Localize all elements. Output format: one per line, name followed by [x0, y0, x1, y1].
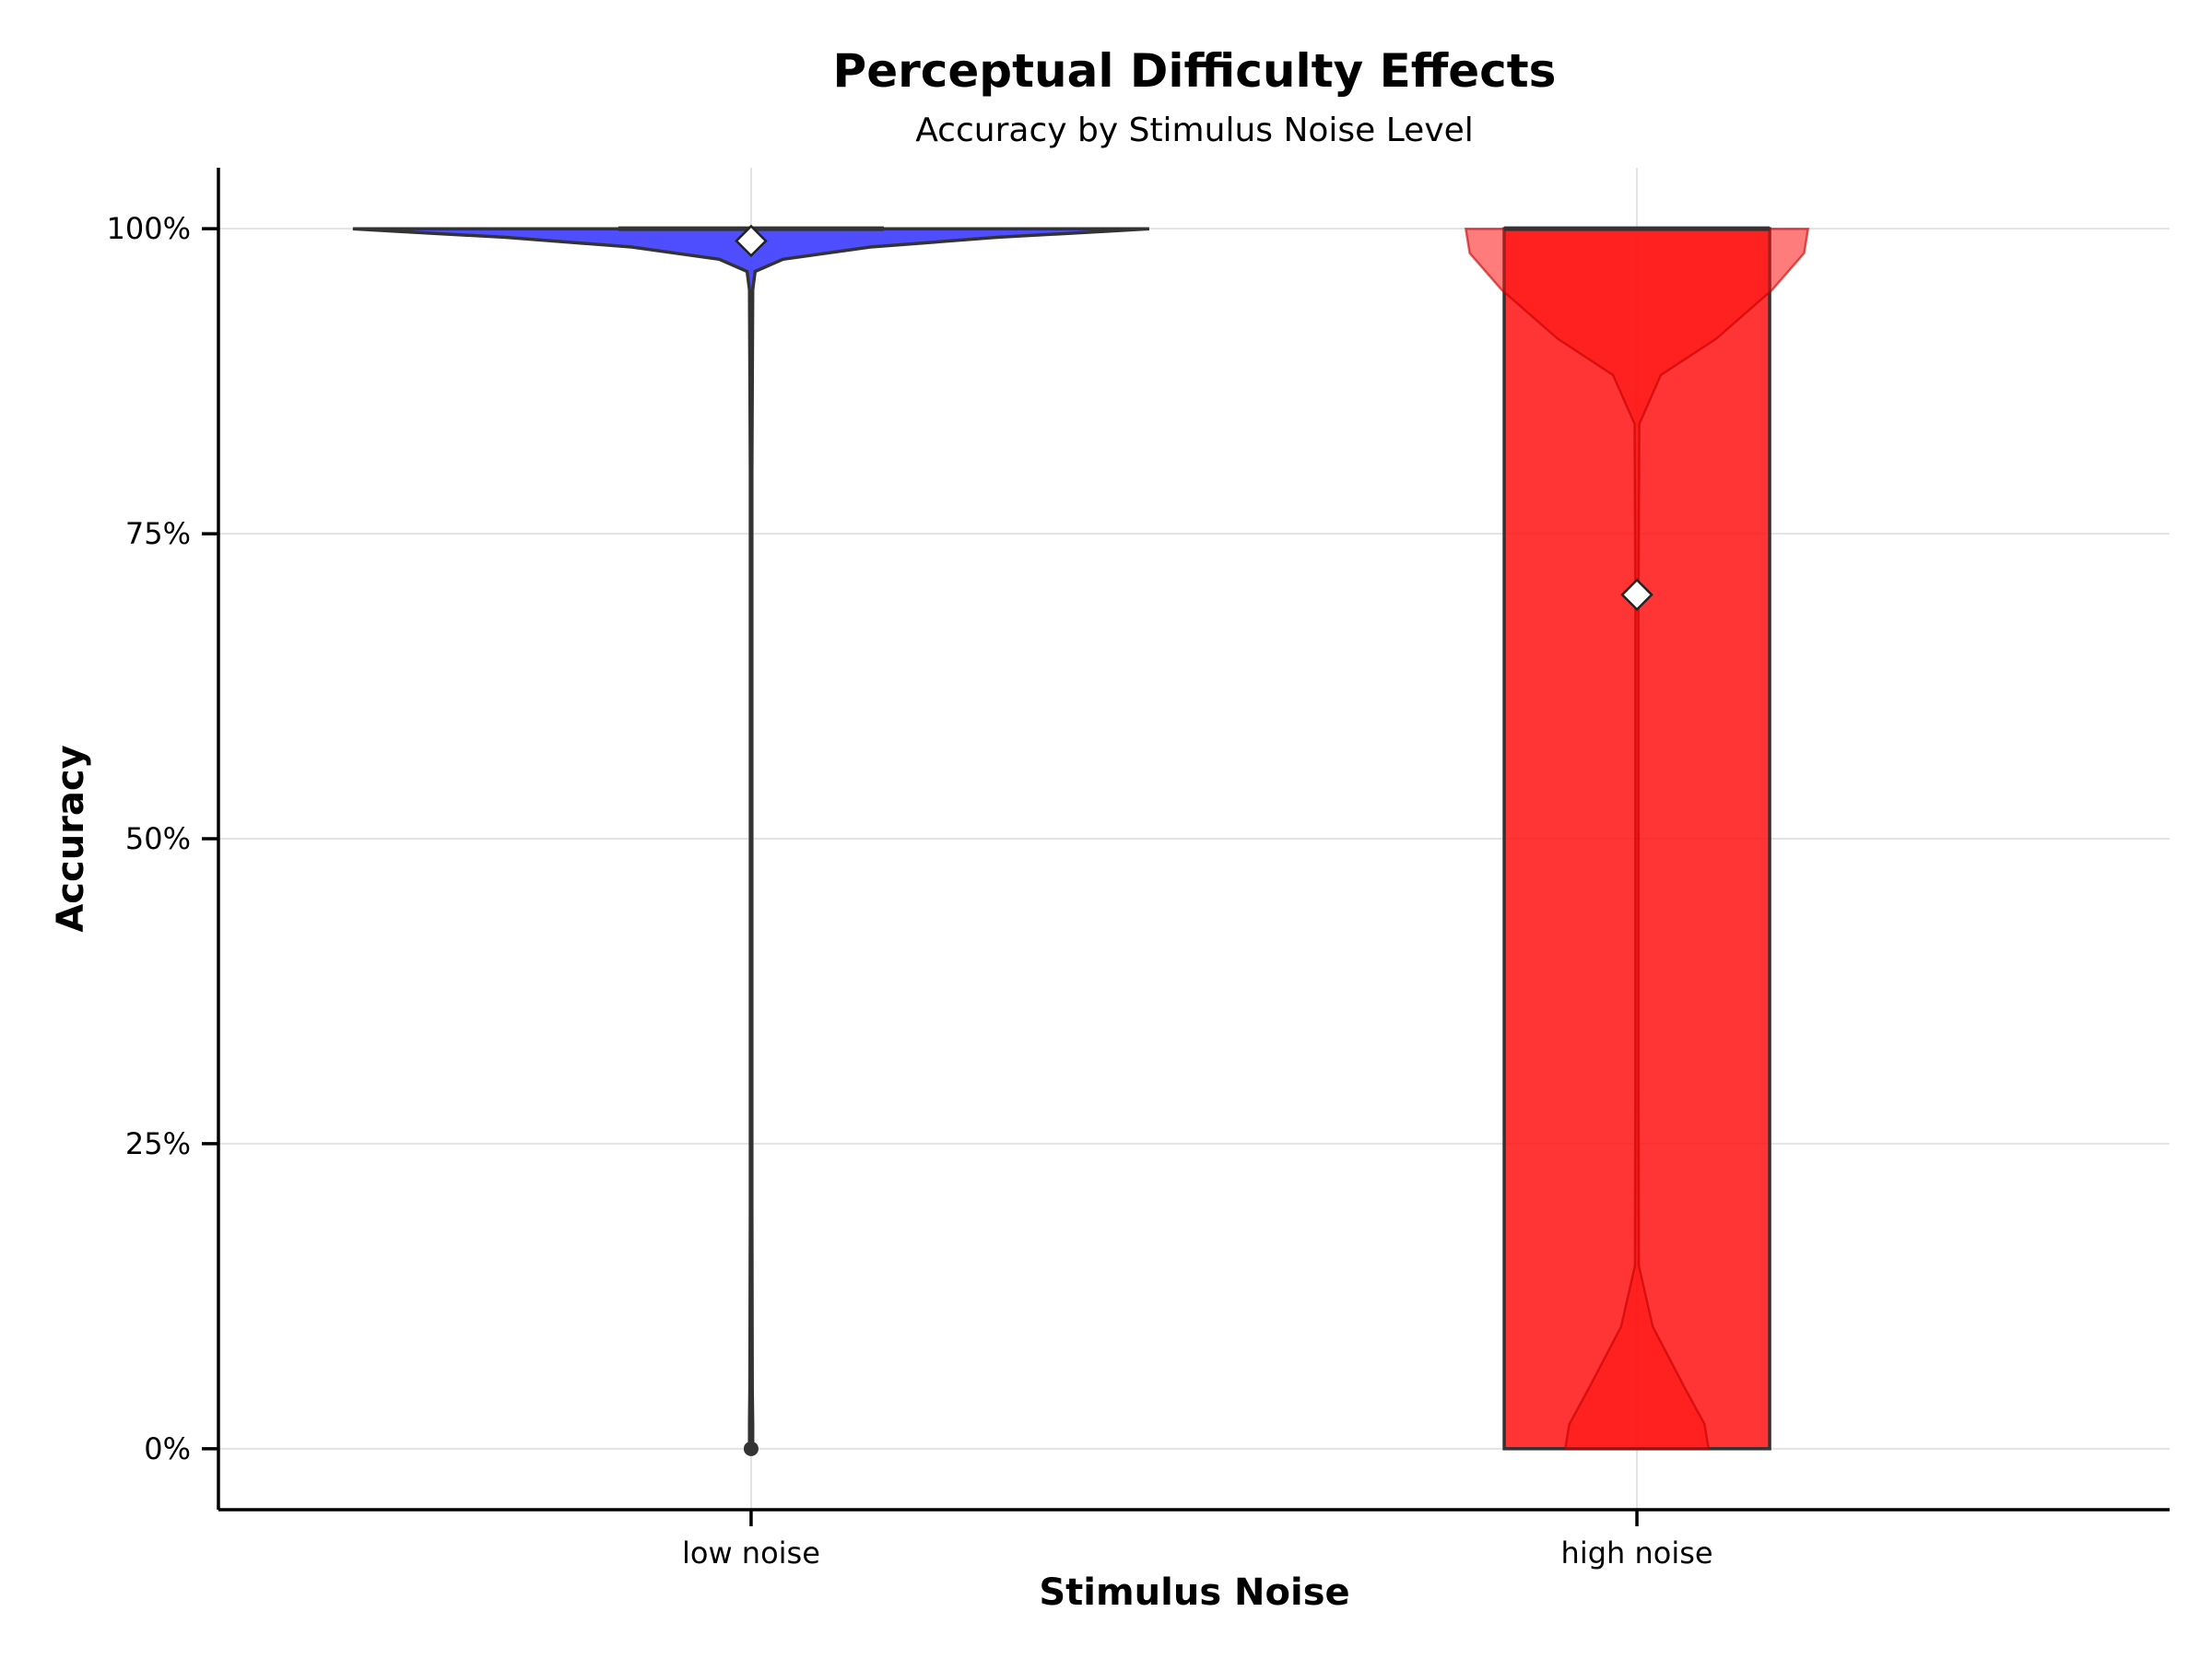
y-tick-label-4: 100% — [107, 211, 191, 246]
violins — [352, 224, 1810, 1456]
y-axis-label: Accuracy — [50, 745, 92, 932]
violin-group-0 — [352, 224, 1150, 1456]
y-tick-label-0: 0% — [144, 1431, 191, 1466]
violin-body-0 — [352, 227, 1150, 1451]
grid-lines — [218, 168, 2170, 1510]
chart-title: Perceptual Difficulty Effects — [833, 44, 1557, 98]
y-ticks: 0% 25% 50% 75% 100% — [107, 211, 218, 1466]
y-tick-label-1: 25% — [125, 1126, 191, 1161]
mean-marker-1 — [1620, 578, 1653, 612]
mean-marker-0 — [735, 224, 768, 258]
x-tick-label-0: low noise — [682, 1535, 820, 1571]
violin-group-1 — [1464, 226, 1810, 1451]
violin-body-1 — [1464, 227, 1810, 1451]
y-tick-label-2: 50% — [125, 821, 191, 856]
x-axis-label: Stimulus Noise — [1039, 1571, 1349, 1614]
y-tick-label-3: 75% — [125, 516, 191, 551]
x-ticks: low noise high noise — [682, 1510, 1713, 1571]
x-tick-label-1: high noise — [1561, 1535, 1713, 1571]
chart-subtitle: Accuracy by Stimulus Noise Level — [915, 112, 1474, 149]
outlier-point-0 — [743, 1441, 759, 1456]
